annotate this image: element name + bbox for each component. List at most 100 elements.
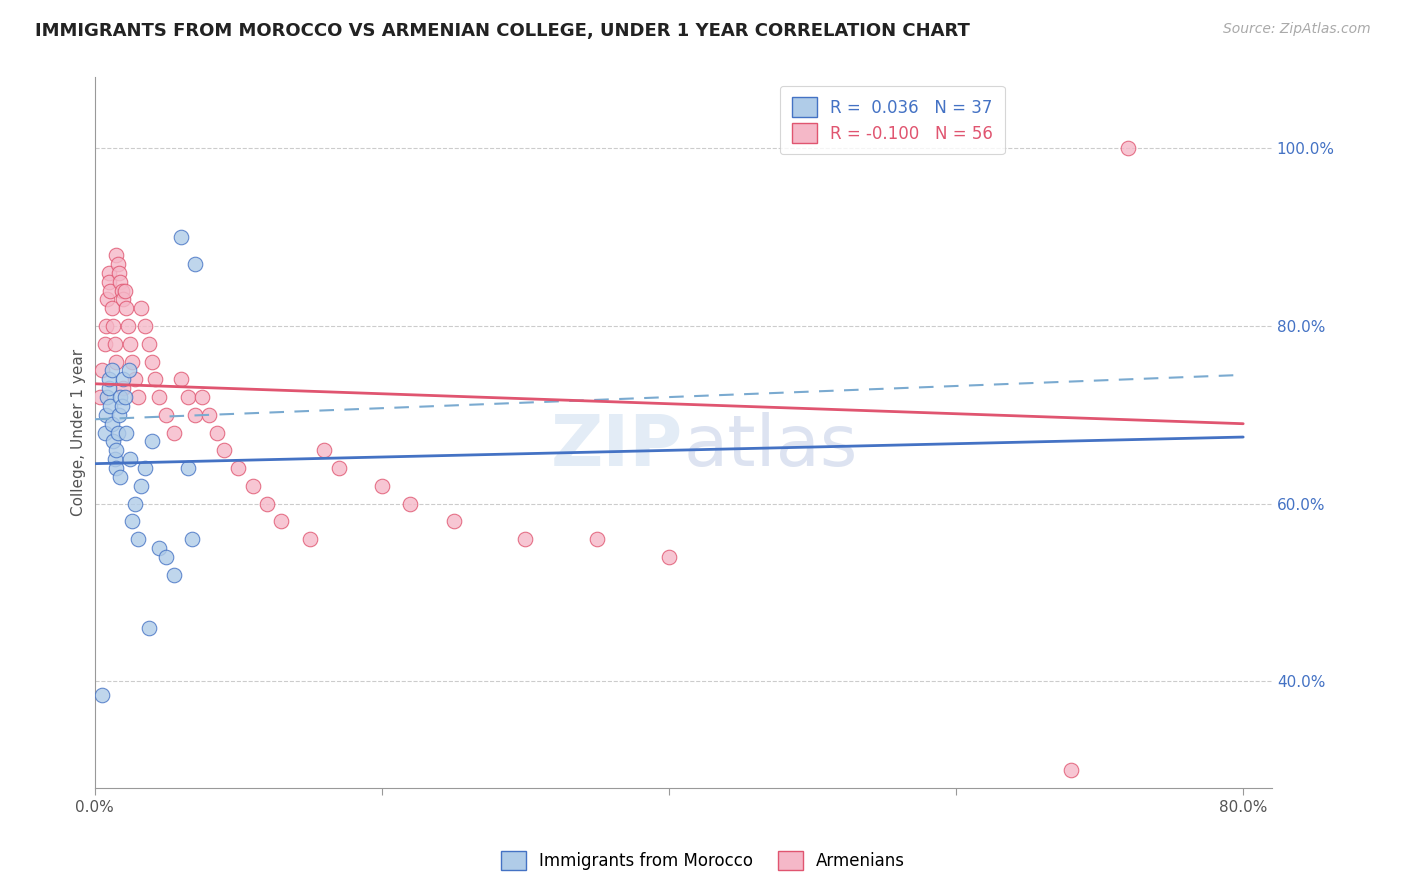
Point [181,532,204,546]
Point [104,452,127,467]
Point [256,497,278,511]
Point [103,434,125,449]
Point [270,515,292,529]
Point [370,479,392,493]
Text: IMMIGRANTS FROM MOROCCO VS ARMENIAN COLLEGE, UNDER 1 YEAR CORRELATION CHART: IMMIGRANTS FROM MOROCCO VS ARMENIAN COLL… [35,22,970,40]
Point [129,479,152,493]
Point [121,515,143,529]
Point [212,443,235,458]
Point [117,319,139,334]
Point [111,284,134,298]
Point [177,461,200,475]
Point [107,425,129,440]
Point [90,688,112,702]
Point [124,372,146,386]
Point [162,567,184,582]
Point [515,532,537,546]
Point [111,399,134,413]
Point [198,408,221,422]
Point [148,390,170,404]
Point [124,497,146,511]
Point [226,461,249,475]
Point [98,399,121,413]
Point [328,461,350,475]
Point [127,532,149,546]
Point [127,390,149,404]
Point [314,443,336,458]
Point [658,549,681,564]
Point [148,541,170,555]
Point [118,363,141,377]
Point [93,425,115,440]
Text: atlas: atlas [683,412,858,482]
Point [184,408,207,422]
Point [110,275,132,289]
Point [1060,763,1083,777]
Point [107,257,129,271]
Point [96,390,118,404]
Point [177,390,200,404]
Point [155,408,177,422]
Point [170,372,193,386]
Point [101,363,124,377]
Point [115,425,138,440]
Point [112,293,135,307]
Point [443,515,465,529]
Point [89,390,111,404]
Point [129,301,152,316]
Point [298,532,321,546]
Point [170,230,193,244]
Point [97,381,120,395]
Point [93,336,115,351]
Point [138,621,160,635]
Point [105,461,128,475]
Point [114,284,136,298]
Point [242,479,264,493]
Point [105,248,128,262]
Point [94,408,117,422]
Text: ZIP: ZIP [551,412,683,482]
Point [108,266,131,280]
Point [141,354,163,368]
Point [103,319,125,334]
Point [97,372,120,386]
Point [112,372,135,386]
Point [121,354,143,368]
Point [98,284,121,298]
Point [134,461,156,475]
Point [101,301,124,316]
Y-axis label: College, Under 1 year: College, Under 1 year [72,349,86,516]
Point [112,381,135,395]
Point [205,425,228,440]
Point [120,452,142,467]
Point [184,257,207,271]
Point [191,390,214,404]
Point [105,443,128,458]
Point [97,275,120,289]
Point [399,497,422,511]
Point [114,390,136,404]
Legend: R =  0.036   N = 37, R = -0.100   N = 56: R = 0.036 N = 37, R = -0.100 N = 56 [780,86,1004,154]
Point [155,549,177,564]
Point [96,293,118,307]
Point [134,319,156,334]
Point [1118,141,1140,155]
Point [105,354,128,368]
Point [90,363,112,377]
Point [110,390,132,404]
Point [115,301,138,316]
Point [143,372,166,386]
Point [138,336,160,351]
Point [162,425,184,440]
Point [586,532,609,546]
Point [104,336,127,351]
Point [101,417,124,431]
Legend: Immigrants from Morocco, Armenians: Immigrants from Morocco, Armenians [494,844,912,877]
Point [108,408,131,422]
Point [97,266,120,280]
Text: Source: ZipAtlas.com: Source: ZipAtlas.com [1223,22,1371,37]
Point [110,470,132,484]
Point [141,434,163,449]
Point [94,319,117,334]
Point [120,336,142,351]
